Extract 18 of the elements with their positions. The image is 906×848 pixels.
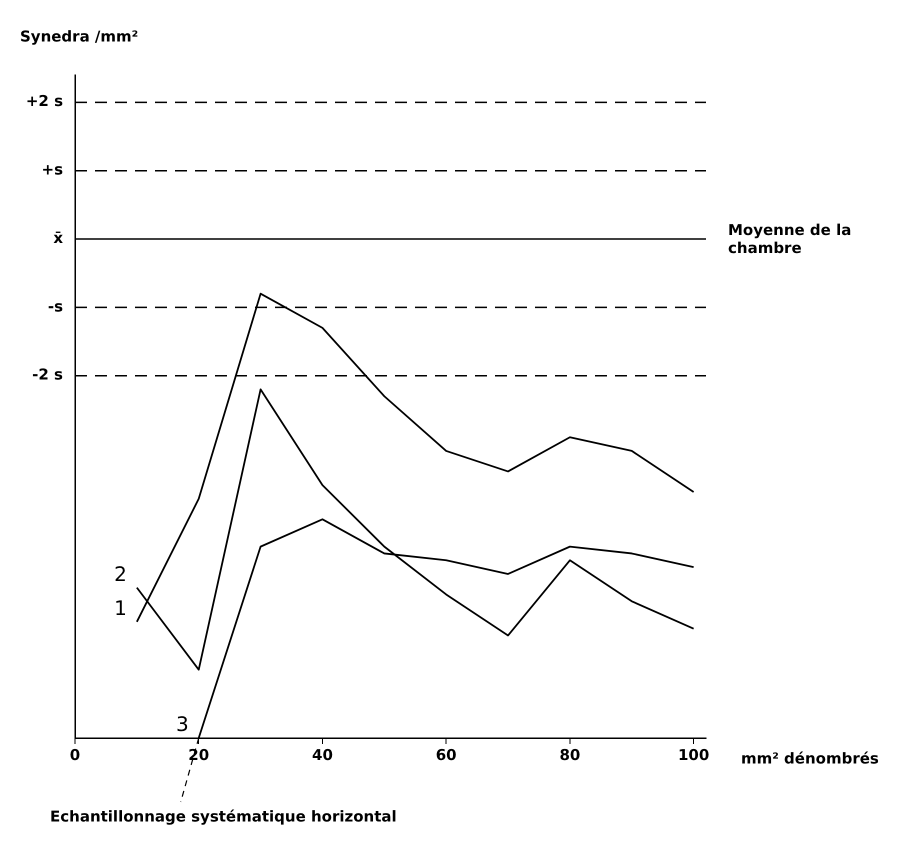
x-tick-label: 80 bbox=[559, 746, 580, 764]
x-axis-title: mm² dénombrés bbox=[741, 749, 879, 768]
x-tick-label: 40 bbox=[312, 746, 333, 764]
y-tick-label: x̄ bbox=[53, 228, 64, 247]
series-label: 1 bbox=[114, 596, 127, 620]
x-tick-label: 0 bbox=[70, 746, 80, 764]
series-label: 2 bbox=[114, 562, 127, 586]
annotation: Echantillonnage systématique horizontal bbox=[50, 807, 397, 826]
y-axis-title: Synedra /mm² bbox=[20, 27, 138, 46]
series-label: 3 bbox=[176, 712, 189, 736]
y-tick-label: -s bbox=[48, 297, 64, 316]
x-tick-label: 60 bbox=[436, 746, 457, 764]
x-tick-label: 20 bbox=[188, 746, 210, 764]
y-tick-label: +2 s bbox=[26, 92, 64, 110]
y-tick-label: +s bbox=[42, 160, 64, 179]
ref-line-label: Moyenne de la chambre bbox=[728, 221, 852, 258]
y-tick-label: -2 s bbox=[32, 366, 64, 384]
x-tick-label: 100 bbox=[678, 746, 710, 764]
